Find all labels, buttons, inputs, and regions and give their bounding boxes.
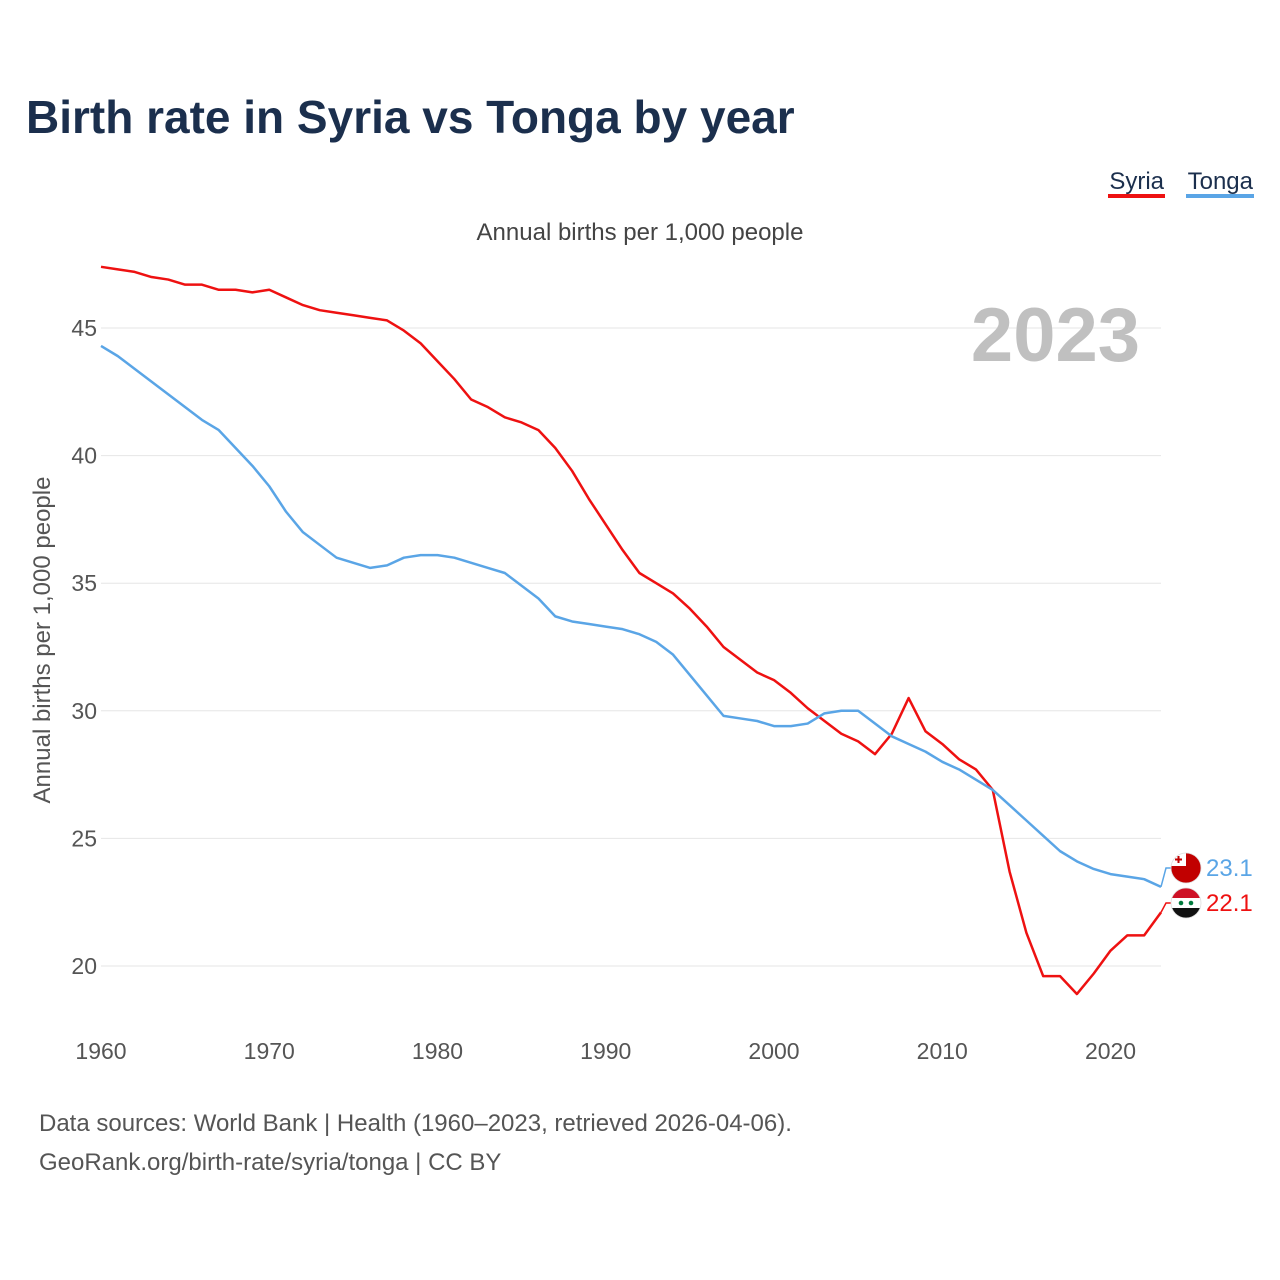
x-tick-label: 2010 [917,1038,968,1064]
legend-label-tonga: Tonga [1188,168,1254,195]
series-lines [100,265,1163,996]
x-tick-label: 1980 [412,1038,463,1064]
end-connector-tonga [1160,867,1172,888]
x-tick-label: 2020 [1085,1038,1136,1064]
legend-label-syria: Syria [1109,168,1164,195]
syria-flag-icon [1170,887,1202,919]
x-tick-label: 1990 [580,1038,631,1064]
gridlines [101,327,1161,967]
legend: Syria Tonga [1108,168,1254,198]
x-axis-ticks: 1960 1970 1980 1990 2000 2010 2020 [75,1038,1136,1064]
y-tick-label: 45 [71,315,97,341]
y-axis-ticks: 20 25 30 35 40 45 [71,315,97,979]
year-watermark: 2023 [971,293,1140,378]
y-tick-label: 30 [71,698,97,724]
series-line-tonga[interactable] [100,344,1162,888]
x-tick-label: 1960 [75,1038,126,1064]
y-tick-label: 40 [71,443,97,469]
chart-title: Birth rate in Syria vs Tonga by year [26,91,795,143]
y-axis-label: Annual births per 1,000 people [29,477,56,804]
x-tick-label: 1970 [244,1038,295,1064]
end-labels: 22.1 23.1 [1160,852,1253,919]
source-line-2: GeoRank.org/birth-rate/syria/tonga | CC … [39,1149,501,1176]
end-label-tonga: 23.1 [1206,855,1253,882]
y-tick-label: 35 [71,570,97,596]
source-line-1: Data sources: World Bank | Health (1960–… [39,1110,792,1137]
legend-item-syria[interactable]: Syria [1108,168,1165,198]
legend-item-tonga[interactable]: Tonga [1186,168,1254,198]
tonga-flag-icon [1170,852,1202,884]
y-tick-label: 25 [71,825,97,851]
end-connector-syria [1160,902,1172,913]
x-tick-label: 2000 [748,1038,799,1064]
series-line-syria[interactable] [100,265,1163,996]
y-tick-label: 20 [71,953,97,979]
end-label-syria: 22.1 [1206,890,1253,917]
chart-subtitle: Annual births per 1,000 people [477,219,804,246]
